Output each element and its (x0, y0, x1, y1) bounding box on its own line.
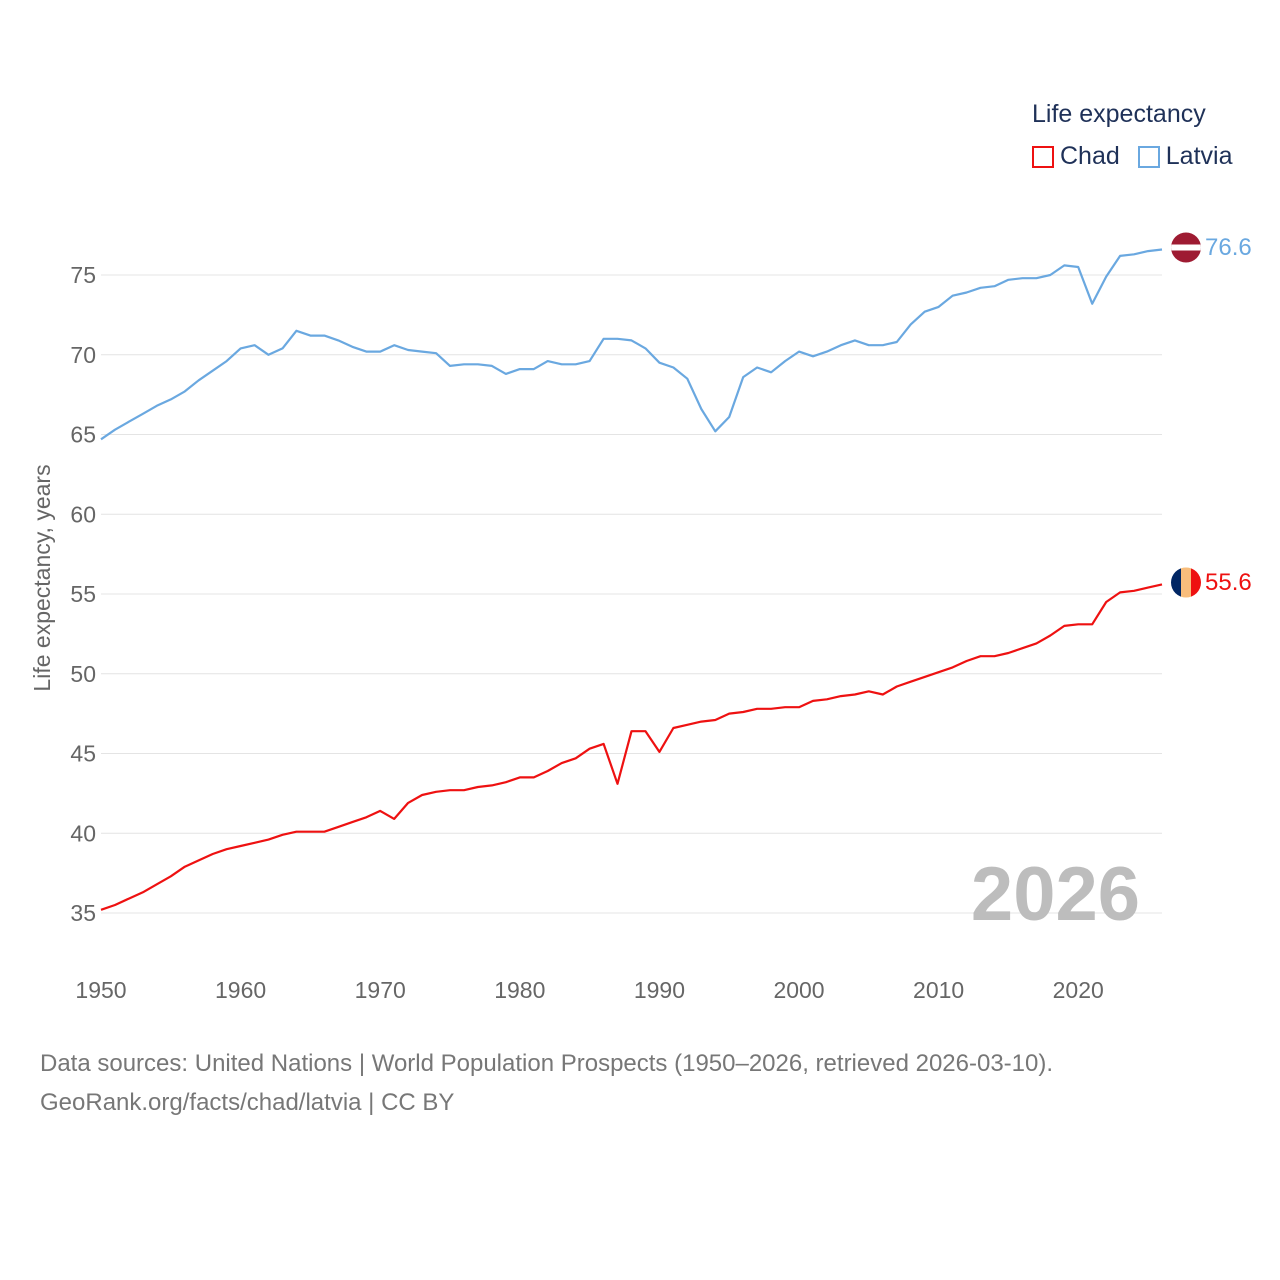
chad-flag-icon (1171, 567, 1201, 598)
series-line-chad[interactable] (100, 583, 1163, 911)
x-tick-label-1970: 1970 (355, 977, 406, 1003)
y-tick-label-45: 45 (70, 741, 96, 767)
legend-item-latvia[interactable]: Latvia (1137, 142, 1233, 171)
x-tick-label-2020: 2020 (1053, 977, 1104, 1003)
legend-label-chad: Chad (1060, 142, 1120, 170)
legend-swatch-latvia (1137, 145, 1160, 168)
y-tick-label-65: 65 (70, 422, 96, 448)
y-tick-label-60: 60 (70, 501, 96, 527)
legend-item-chad[interactable]: Chad (1032, 142, 1120, 171)
y-tick-label-70: 70 (70, 342, 96, 368)
y-tick-label-55: 55 (70, 581, 96, 607)
x-tick-label-1990: 1990 (634, 977, 685, 1003)
source-line-2[interactable]: GeoRank.org/facts/chad/latvia | CC BY (40, 1089, 455, 1116)
y-tick-label-40: 40 (70, 820, 96, 846)
legend-label-latvia: Latvia (1165, 142, 1233, 170)
x-tick-label-2010: 2010 (913, 977, 964, 1003)
latvia-flag-icon (1171, 232, 1201, 263)
data-source-note: Data sources: United Nations | World Pop… (40, 1044, 1053, 1122)
y-tick-label-75: 75 (70, 262, 96, 288)
x-axis-ticks: 1950 1960 1970 1980 1990 2000 2010 2020 (75, 977, 1103, 1003)
x-tick-label-2000: 2000 (773, 977, 824, 1003)
source-line-1: Data sources: United Nations | World Pop… (40, 1050, 1054, 1077)
legend-swatch-chad (1032, 145, 1054, 168)
x-tick-label-1960: 1960 (215, 977, 266, 1003)
legend: Chad Latvia (1032, 142, 1250, 171)
y-tick-label-50: 50 (70, 661, 96, 687)
y-axis-label: Life expectancy, years (29, 464, 55, 691)
x-tick-label-1950: 1950 (75, 977, 126, 1003)
series-line-latvia[interactable] (100, 248, 1163, 441)
year-watermark: 2026 (971, 852, 1140, 937)
series-lines (100, 248, 1163, 911)
chad-end-label: 55.6 (1205, 569, 1252, 596)
y-tick-label-35: 35 (70, 900, 96, 926)
legend-title: Life expectancy (1032, 100, 1206, 128)
latvia-end-label: 76.6 (1205, 234, 1252, 261)
grid (101, 274, 1162, 914)
x-tick-label-1980: 1980 (494, 977, 545, 1003)
y-axis-ticks: 35 40 45 50 55 60 65 70 75 (70, 262, 96, 926)
